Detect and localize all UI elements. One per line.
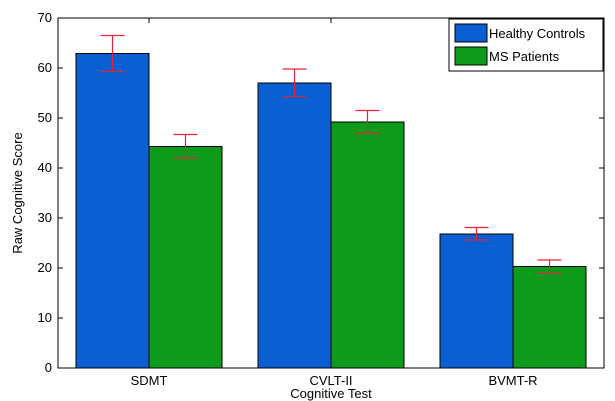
y-tick-label: 10 [38, 310, 52, 325]
bar-bvmt-r-healthy-controls [439, 233, 514, 369]
x-tick-label: CVLT-II [309, 373, 352, 388]
error-bar [464, 226, 489, 241]
x-tick-label: SDMT [131, 373, 168, 388]
error-bar [355, 109, 380, 135]
bar-sdmt-healthy-controls [75, 53, 150, 369]
bar-cvlt-ii-healthy-controls [257, 82, 332, 369]
plot-area: 0 10 20 30 40 50 60 70 SDMT CVLT-II BVMT-R [38, 10, 605, 388]
y-tick-label: 30 [38, 210, 52, 225]
bar-cvlt-ii-ms-patients [330, 121, 405, 369]
y-tick-label: 60 [38, 60, 52, 75]
y-tick-label: 0 [45, 360, 52, 375]
error-bar [173, 133, 198, 159]
y-axis-title: Raw Cognitive Score [10, 132, 25, 253]
legend-label: Healthy Controls [489, 26, 586, 41]
error-bar [100, 34, 125, 73]
legend-swatch [454, 23, 488, 43]
y-tick-label: 20 [38, 260, 52, 275]
x-tick-label: BVMT-R [488, 373, 537, 388]
legend-swatch [454, 46, 488, 66]
y-tick-label: 50 [38, 110, 52, 125]
error-bar [537, 259, 562, 275]
x-axis-title: Cognitive Test [290, 386, 372, 401]
error-bar [282, 68, 307, 98]
legend: Healthy Controls MS Patients [448, 18, 604, 72]
bar-bvmt-r-ms-patients [512, 266, 587, 369]
legend-label: MS Patients [489, 49, 560, 64]
y-tick-label: 70 [38, 10, 52, 25]
bar-sdmt-ms-patients [148, 146, 223, 369]
y-tick-label: 40 [38, 160, 52, 175]
